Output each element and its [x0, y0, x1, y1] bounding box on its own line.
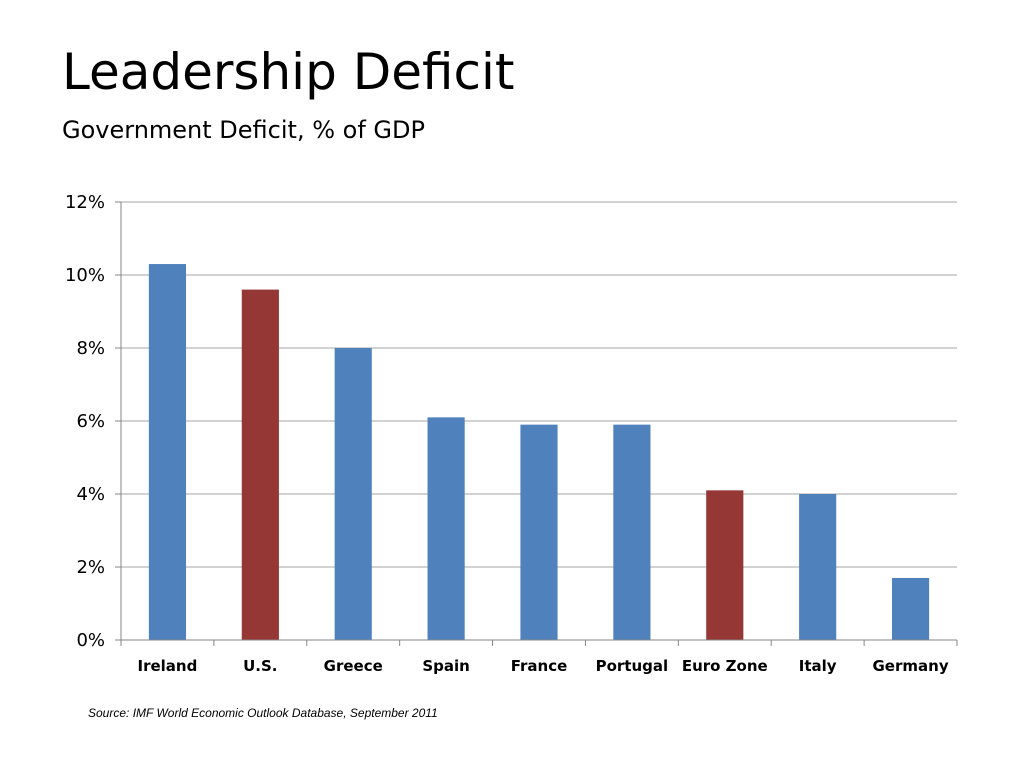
- bar-germany: [891, 577, 930, 640]
- y-tick-label: 8%: [76, 338, 105, 359]
- bar-italy: [799, 494, 837, 640]
- slide-subtitle: Government Deficit, % of GDP: [62, 116, 425, 144]
- bar-u-s: [241, 289, 279, 640]
- y-axis-tick-labels: 0% 2% 4% 6% 8% 10% 12%: [65, 192, 105, 651]
- bar-portugal: [613, 424, 651, 640]
- x-axis-category-labels: Ireland U.S. Greece Spain France Portugal Euro…: [138, 657, 949, 675]
- x-category-label: U.S.: [243, 657, 277, 675]
- x-category-label: France: [511, 657, 568, 675]
- x-category-label: Spain: [422, 657, 469, 675]
- x-category-label: Ireland: [138, 657, 198, 675]
- bar-greece: [334, 348, 372, 640]
- x-category-label: Portugal: [596, 657, 669, 675]
- bar-euro-zone: [706, 490, 744, 640]
- y-tick-label: 4%: [76, 484, 105, 505]
- y-tick-label: 6%: [76, 411, 105, 432]
- y-tick-label: 12%: [65, 192, 105, 213]
- bar-france: [520, 424, 558, 640]
- bar-spain: [427, 417, 465, 640]
- x-category-label: Greece: [324, 657, 383, 675]
- bars: [148, 264, 930, 640]
- bar-ireland: [148, 264, 187, 640]
- axes: [115, 201, 958, 646]
- source-note: Source: IMF World Economic Outlook Datab…: [88, 706, 438, 720]
- y-tick-label: 2%: [76, 557, 105, 578]
- x-category-label: Germany: [873, 657, 949, 675]
- y-tick-label: 10%: [65, 265, 105, 286]
- x-category-label: Italy: [799, 657, 837, 675]
- x-category-label: Euro Zone: [682, 657, 768, 675]
- slide-title: Leadership Deficit: [62, 43, 515, 101]
- y-tick-label: 0%: [76, 630, 105, 651]
